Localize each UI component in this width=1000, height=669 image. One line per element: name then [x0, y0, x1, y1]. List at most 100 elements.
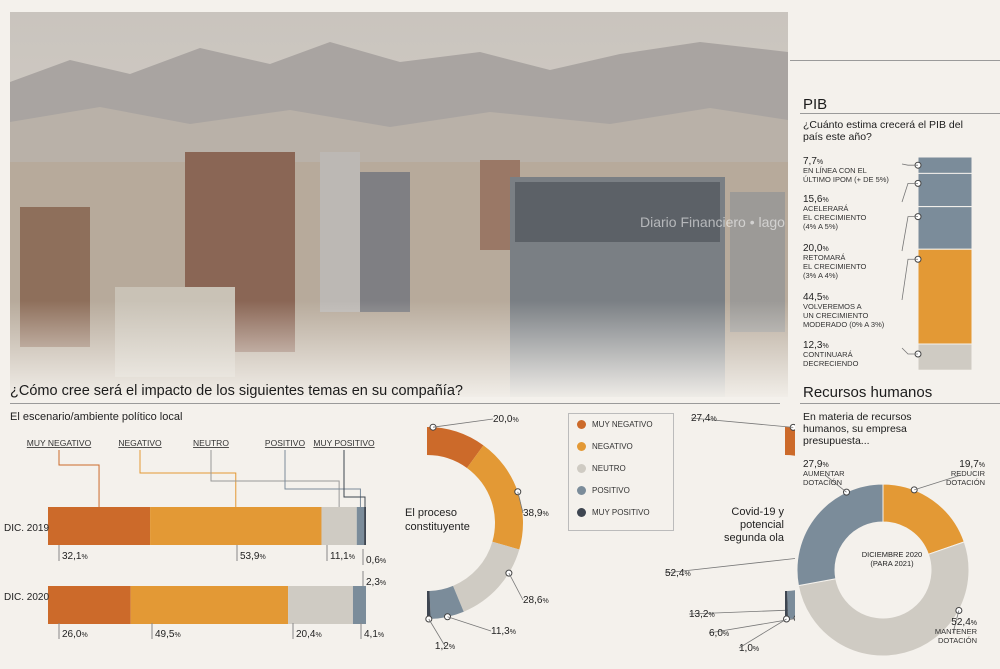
- pib-category-line: ACELERARÁ: [803, 204, 848, 213]
- legend-label: NEUTRO: [592, 464, 626, 473]
- donut1-marker-2: [505, 569, 513, 577]
- rh-leader-0: [914, 474, 962, 491]
- header-connector-4: [343, 450, 366, 507]
- rh-slice-1: [797, 541, 970, 657]
- pib-segment-2: [917, 206, 973, 250]
- donut1-label-1: 38,9%: [523, 508, 549, 519]
- donut2-label-0: 27,4%: [691, 413, 717, 424]
- divider: [800, 403, 1000, 404]
- main-question: ¿Cómo cree será el impacto de los siguie…: [10, 383, 463, 399]
- donut1-marker-4: [425, 615, 433, 623]
- pib-leader-1: [901, 183, 918, 203]
- rh-category-line: MANTENER: [935, 627, 978, 636]
- divider: [800, 113, 1000, 114]
- donut2-label-4: 1,0%: [739, 643, 759, 654]
- bar-value-1-0: 26,0%: [62, 629, 88, 640]
- rh-title: Recursos humanos: [803, 384, 933, 401]
- donut2-marker-4: [783, 615, 791, 623]
- legend-dot-icon: [577, 420, 586, 429]
- rh-slice-0: [882, 483, 965, 555]
- bar-value-1-1: 49,5%: [155, 629, 181, 640]
- pib-leader-0: [901, 163, 918, 166]
- bar-segment-0-3: [356, 507, 365, 545]
- pib-category-line: EL CRECIMIENTO: [803, 262, 867, 271]
- pib-value-0: 7,7%: [803, 156, 823, 167]
- bar-header-2: NEUTRO: [193, 438, 229, 448]
- donut1-label-4: 1,2%: [435, 641, 455, 652]
- legend-neutro: NEUTRO: [577, 464, 626, 473]
- pib-category-line: (3% A 4%): [803, 271, 839, 280]
- pib-leader-2: [901, 216, 918, 252]
- pib-category-line: MODERADO (0% A 3%): [803, 320, 885, 329]
- pib-leader-3: [901, 258, 918, 301]
- pib-category-line: CONTINUARÁ: [803, 350, 853, 359]
- donut2-slice-4: [785, 590, 789, 619]
- divider: [10, 403, 780, 404]
- header-connector-2: [210, 450, 340, 507]
- donut2-leader-0: [690, 417, 794, 428]
- rh-category-line: DOTACIÓN: [946, 478, 985, 487]
- donut-constituyente-title: El proceso constituyente: [405, 507, 470, 533]
- donut1-slice-3: [429, 585, 464, 619]
- legend-muy-positivo: MUY POSITIVO: [577, 508, 650, 517]
- bar-value-0-1: 53,9%: [240, 551, 266, 562]
- political-stacked-bar-chart: MUY NEGATIVO NEGATIVO NEUTRO POSITIVO MUY PO…: [27, 438, 386, 640]
- donut1-leader-3: [447, 616, 492, 632]
- rh-category-line: AUMENTAR: [803, 469, 845, 478]
- pib-category-line: ÚLTIMO IPOM (+ DE 5%): [803, 175, 889, 184]
- rh-category-line: DOTACIÓN: [803, 478, 842, 487]
- bar-header-3: POSITIVO: [265, 438, 306, 448]
- rh-leader-2: [824, 474, 847, 493]
- donut1-leader-1: [517, 491, 524, 514]
- legend-dot-icon: [577, 486, 586, 495]
- bar-segment-1-0: [48, 586, 131, 624]
- pib-category-line: (4% A 5%): [803, 222, 839, 231]
- legend-label: MUY NEGATIVO: [592, 420, 653, 429]
- rh-center-label: DICIEMBRE 2020 (PARA 2021): [861, 550, 923, 568]
- city-skyline-illustration: [10, 12, 788, 397]
- donut1-slice-4: [427, 590, 431, 619]
- bar-segment-0-2: [321, 507, 357, 545]
- pib-value-3: 44,5%: [803, 292, 829, 303]
- pib-category-line: UN CRECIMIENTO: [803, 311, 868, 320]
- donut1-leader-4: [428, 618, 446, 647]
- pib-segment-4: [917, 343, 973, 371]
- bar-value-0-2: 11,1%: [330, 551, 355, 562]
- donut1-slice-1: [466, 445, 523, 550]
- row-label-2019: DIC. 2019: [4, 523, 50, 534]
- donut2-leader-1: [664, 558, 795, 574]
- header-connector-3: [284, 450, 361, 507]
- donut2-leader-4: [738, 618, 787, 649]
- header-connector-1: [139, 450, 237, 507]
- bar-header-1: NEGATIVO: [118, 438, 162, 448]
- donut2-leader-3: [708, 618, 795, 634]
- rh-category-line: REDUCIR: [951, 469, 986, 478]
- rh-question: En materia de recursos humanos, su empre…: [803, 411, 912, 447]
- donut2-leader-2: [688, 609, 795, 615]
- legend-label: NEGATIVO: [592, 442, 633, 451]
- legend: MUY NEGATIVO NEGATIVO NEUTRO POSITIVO MU…: [568, 413, 674, 531]
- city-skyline-photo: [10, 12, 788, 397]
- rh-value-0: 19,7%: [959, 459, 985, 470]
- donut1-marker-1: [514, 488, 522, 496]
- donut2-slice-3: [787, 590, 795, 619]
- bar-value-0-0: 32,1%: [62, 551, 88, 562]
- bar-header-4: MUY POSITIVO: [313, 438, 375, 448]
- pib-segment-1: [917, 172, 973, 208]
- rh-value-2: 27,9%: [803, 459, 829, 470]
- pib-category-line: DECRECIENDO: [803, 359, 859, 368]
- bar-chart-subtitle: El escenario/ambiente político local: [10, 411, 183, 423]
- bar-value-0-3: 2,3%: [366, 577, 386, 588]
- legend-negativo: NEGATIVO: [577, 442, 633, 451]
- legend-dot-icon: [577, 464, 586, 473]
- pib-title: PIB: [803, 96, 828, 113]
- pib-value-2: 20,0%: [803, 243, 829, 254]
- donut-constituyente: 20,0% 38,9% 28,6% 11,3% 1,2%: [425, 414, 549, 652]
- donut1-marker-3: [444, 613, 452, 621]
- rh-slice-2: [796, 483, 884, 587]
- bar-segment-1-1: [130, 586, 289, 624]
- bar-segment-0-0: [48, 507, 151, 545]
- legend-dot-icon: [577, 508, 586, 517]
- watermark: Diario Financiero • lago: [640, 214, 785, 230]
- donut1-leader-2: [508, 572, 524, 601]
